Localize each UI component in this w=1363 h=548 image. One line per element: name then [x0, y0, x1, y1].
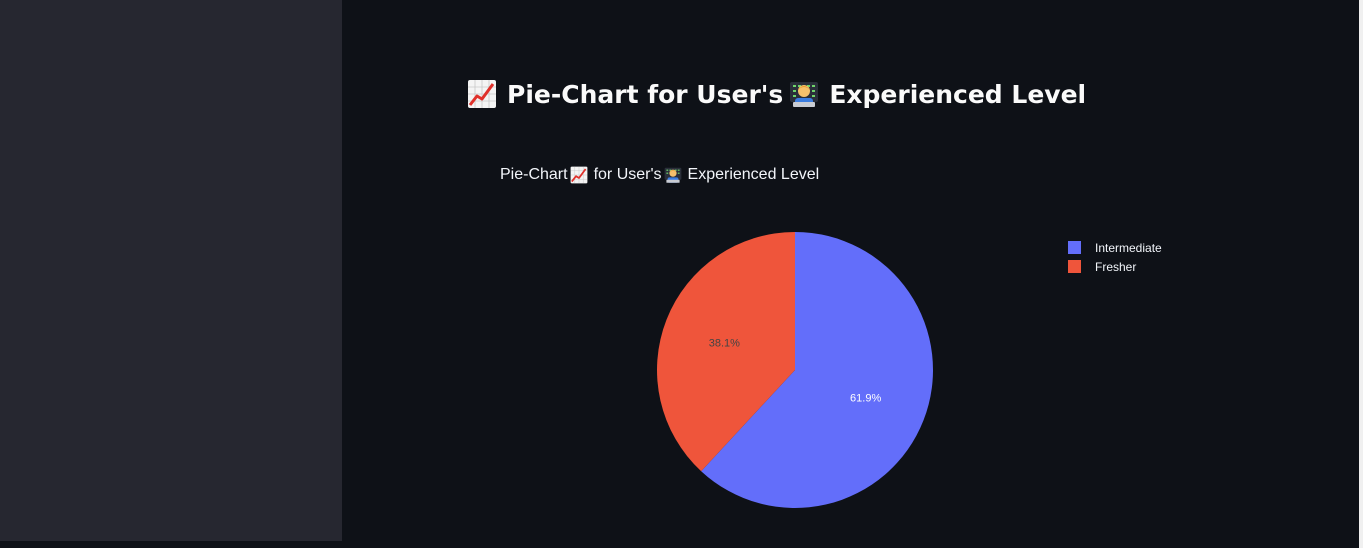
chart-title-part1: Pie-Chart [500, 166, 568, 183]
legend-swatch [1068, 260, 1081, 273]
pie-label-fresher: 38.1% [709, 337, 740, 349]
legend-item-fresher[interactable]: Fresher [1068, 257, 1162, 276]
chart-title-part2: for User's [593, 166, 662, 183]
chart-title-part3: Experienced Level [687, 166, 820, 183]
page-title-text-part1: Pie-Chart for User's [507, 79, 784, 109]
legend-label: Intermediate [1095, 240, 1162, 255]
legend-label: Fresher [1095, 259, 1137, 274]
sidebar [0, 0, 342, 541]
technologist-icon [790, 82, 819, 107]
pie-slice-intermediate[interactable] [701, 232, 933, 508]
legend-swatch [1068, 241, 1081, 254]
pie-label-intermediate: 61.9% [850, 393, 881, 405]
sidebar-bottom-edge [0, 541, 342, 548]
legend-item-intermediate[interactable]: Intermediate [1068, 238, 1162, 257]
scrollbar[interactable] [1359, 0, 1363, 548]
page-title-text-part2: Experienced Level [829, 79, 1087, 109]
pie-slice-fresher[interactable] [657, 232, 795, 472]
pie-chart[interactable]: 61.9% 38.1% [600, 220, 1000, 520]
chart-increasing-icon [468, 80, 496, 108]
chart-increasing-icon [570, 166, 587, 184]
technologist-icon [664, 167, 681, 183]
page-title: Pie-Chart for User's Experienced Level [467, 74, 1086, 114]
chart-title: Pie-Chart for User's [500, 162, 819, 188]
chart-legend: Intermediate Fresher [1068, 238, 1162, 276]
